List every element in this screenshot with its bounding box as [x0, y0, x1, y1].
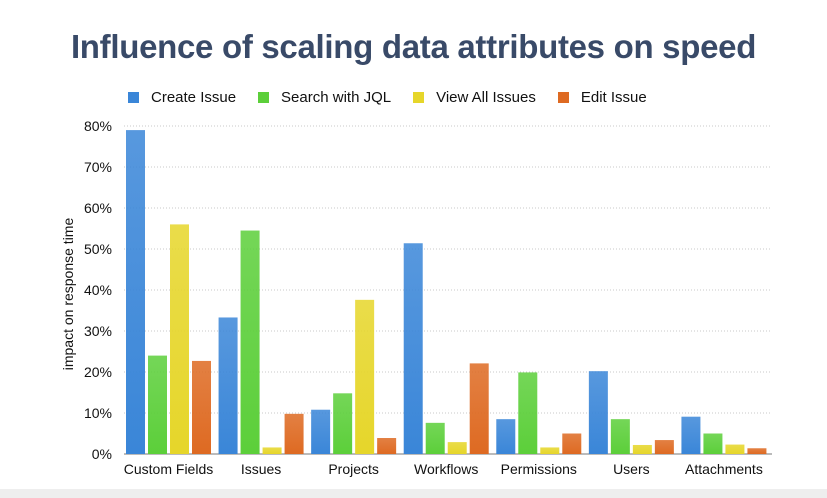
bar-view-all-issues: [262, 447, 282, 454]
legend: Create Issue Search with JQL View All Is…: [128, 89, 669, 106]
bar-view-all-issues: [355, 299, 375, 454]
bar-view-all-issues: [540, 447, 560, 454]
y-tick-label: 30%: [84, 323, 112, 339]
legend-label: Edit Issue: [580, 89, 647, 106]
bar-search-with-jql: [148, 355, 167, 454]
bar-create-issue: [496, 419, 516, 454]
bar-search-with-jql: [518, 372, 538, 454]
x-tick-label: Permissions: [501, 461, 577, 477]
bar-edit-issue: [747, 448, 767, 454]
x-tick-label: Attachments: [685, 461, 763, 477]
bottom-strip: [0, 489, 827, 498]
legend-label: Create Issue: [151, 89, 237, 106]
bar-view-all-issues: [170, 224, 189, 454]
x-tick-label: Issues: [241, 461, 281, 477]
y-tick-label: 20%: [84, 364, 112, 380]
legend-item-create-issue: Create Issue: [128, 89, 236, 106]
bar-create-issue: [218, 317, 238, 454]
x-tick-label: Users: [613, 461, 650, 477]
legend-swatch: [258, 92, 270, 103]
y-tick-label: 0%: [92, 446, 112, 462]
bar-create-issue: [311, 409, 331, 454]
x-tick-label: Workflows: [414, 461, 478, 477]
bar-edit-issue: [192, 360, 211, 454]
bar-create-issue: [588, 371, 608, 454]
bar-view-all-issues: [725, 444, 745, 454]
x-tick-label: Projects: [328, 461, 379, 477]
legend-item-search-jql: Search with JQL: [258, 89, 391, 106]
x-tick-label: Custom Fields: [124, 461, 213, 477]
bar-create-issue: [126, 130, 145, 454]
legend-item-edit-issue: Edit Issue: [557, 89, 647, 106]
y-tick-label: 70%: [84, 159, 112, 175]
y-tick-label: 50%: [84, 241, 112, 257]
bar-create-issue: [681, 416, 701, 454]
legend-label: View All Issues: [436, 89, 536, 106]
bar-edit-issue: [654, 440, 674, 454]
bar-edit-issue: [562, 433, 582, 454]
y-tick-label: 80%: [84, 118, 112, 134]
legend-label: Search with JQL: [281, 89, 392, 106]
bar-edit-issue: [284, 413, 304, 454]
bar-search-with-jql: [333, 393, 353, 454]
bar-search-with-jql: [240, 230, 260, 454]
legend-swatch: [413, 92, 425, 103]
legend-swatch: [128, 92, 139, 103]
bar-search-with-jql: [425, 422, 445, 454]
legend-swatch: [557, 92, 569, 103]
y-tick-label: 40%: [84, 282, 112, 298]
bar-search-with-jql: [703, 433, 723, 454]
legend-item-view-all: View All Issues: [413, 89, 536, 106]
bar-edit-issue: [377, 438, 397, 454]
bar-search-with-jql: [610, 419, 630, 454]
y-tick-label: 10%: [84, 405, 112, 421]
chart-title: Influence of scaling data attributes on …: [70, 28, 757, 65]
y-axis-label: impact on response time: [60, 218, 76, 371]
bar-create-issue: [403, 243, 423, 454]
bar-view-all-issues: [632, 444, 652, 454]
y-tick-label: 60%: [84, 200, 112, 216]
bar-edit-issue: [469, 363, 489, 454]
bar-view-all-issues: [447, 442, 467, 454]
